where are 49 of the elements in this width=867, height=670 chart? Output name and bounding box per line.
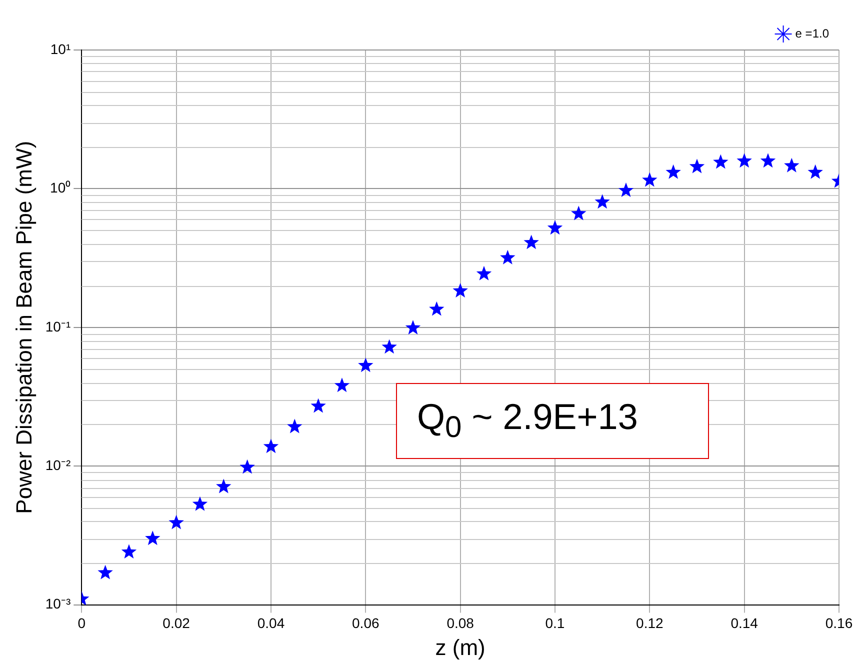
x-tick-label: 0.08 (446, 615, 474, 632)
point (524, 234, 539, 250)
point (287, 418, 302, 434)
point (192, 496, 208, 511)
y-tick-label: 10⁰ (50, 180, 71, 196)
point (760, 153, 776, 168)
point (642, 172, 658, 187)
point (358, 358, 374, 372)
point (145, 530, 160, 546)
point (476, 266, 492, 280)
x-tick-label: 0.04 (257, 615, 285, 632)
x-tick-label: 0.1 (545, 615, 565, 632)
point (736, 153, 752, 168)
point (547, 220, 563, 235)
y-axis-title: Power Dissipation in Beam Pipe (mW) (11, 140, 36, 514)
point (334, 378, 350, 392)
point (382, 339, 397, 354)
point (666, 164, 681, 179)
point (689, 158, 705, 174)
point (310, 398, 326, 413)
y-tick-label: 10¹ (50, 40, 71, 57)
point (216, 478, 232, 494)
legend-label: e =1.0 (795, 26, 830, 40)
point (784, 158, 800, 172)
y-tick-label: 10⁻³ (45, 596, 71, 612)
point (405, 320, 421, 334)
y-tick-label: 10⁻¹ (45, 318, 71, 334)
point (452, 283, 468, 298)
point (263, 438, 279, 454)
point (594, 194, 610, 209)
x-tick-label: 0.16 (825, 615, 853, 632)
point (98, 564, 113, 580)
annotation: Q$_{0}$ ~ 2.9E+13 (417, 396, 638, 446)
x-axis-title: z (m) (435, 634, 486, 660)
point (808, 164, 823, 179)
point (168, 514, 184, 530)
x-tick-label: 0.14 (730, 615, 758, 632)
point (240, 459, 255, 474)
point (500, 250, 516, 264)
point (121, 544, 137, 559)
point (571, 206, 586, 220)
x-tick-label: 0.12 (636, 615, 664, 632)
x-tick-label: 0.06 (352, 615, 380, 632)
point (618, 182, 634, 198)
point (713, 154, 728, 169)
y-tick-label: 10⁻² (45, 456, 71, 473)
x-tick-label: 0.02 (162, 615, 190, 632)
x-tick-label: 0 (78, 615, 86, 632)
point (429, 301, 444, 316)
